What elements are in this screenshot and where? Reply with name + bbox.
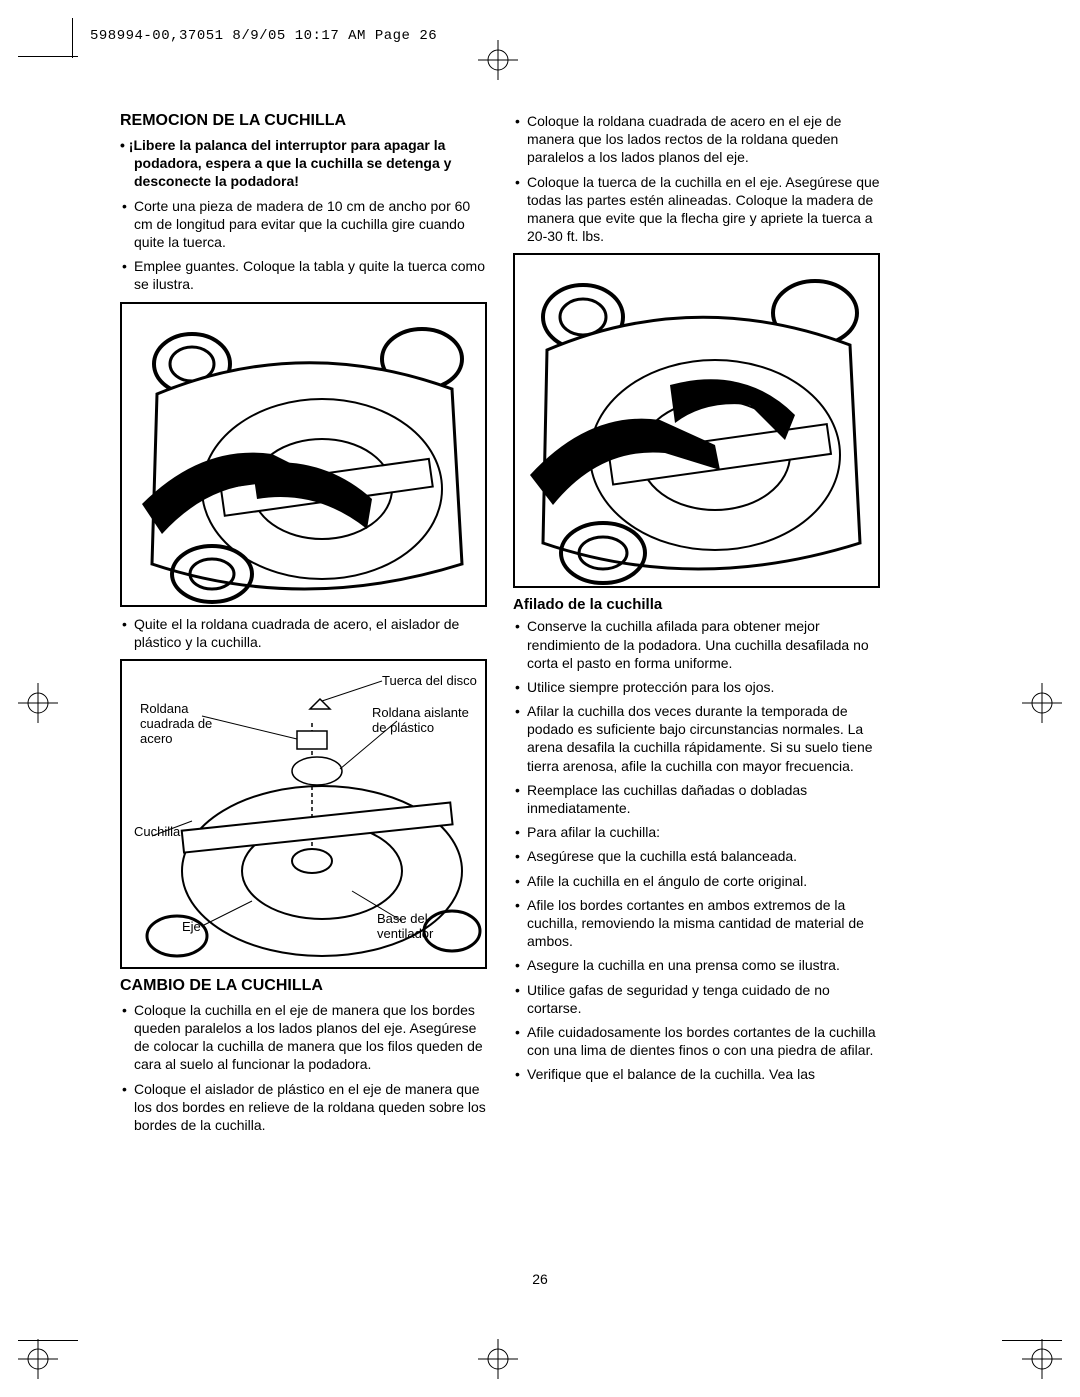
figure-label: Tuerca del disco	[382, 673, 477, 688]
figure-label: de plástico	[372, 720, 434, 735]
list-item: Corte una pieza de madera de 10 cm de an…	[134, 197, 487, 252]
registration-mark	[18, 1339, 58, 1379]
list-item: Emplee guantes. Coloque la tabla y quite…	[134, 257, 487, 293]
figure-label: Roldana	[140, 701, 188, 716]
right-column: Coloque la roldana cuadrada de acero en …	[513, 112, 880, 1140]
figure-blade-tighten	[513, 253, 880, 588]
list-item: Coloque la roldana cuadrada de acero en …	[527, 112, 880, 167]
bullet-list: Corte una pieza de madera de 10 cm de an…	[120, 197, 487, 294]
crop-mark	[18, 56, 78, 57]
crop-mark	[72, 18, 73, 58]
mower-illustration-icon	[122, 304, 485, 605]
list-item: Afilar la cuchilla dos veces durante la …	[527, 702, 880, 775]
bullet-list: Conserve la cuchilla afilada para obtene…	[513, 617, 880, 1083]
left-column: REMOCION DE LA CUCHILLA • ¡Libere la pal…	[120, 112, 487, 1140]
list-item: Quite el la roldana cuadrada de acero, e…	[134, 615, 487, 651]
list-item: Utilice gafas de seguridad y tenga cuida…	[527, 981, 880, 1017]
bullet-list: Coloque la roldana cuadrada de acero en …	[513, 112, 880, 245]
figure-label: Base del	[377, 911, 428, 926]
registration-mark	[1022, 1339, 1062, 1379]
figure-label: Eje	[182, 919, 201, 934]
warning-text: • ¡Libere la palanca del interruptor par…	[120, 136, 487, 191]
mower-tighten-illustration-icon	[515, 255, 878, 586]
page-body: REMOCION DE LA CUCHILLA • ¡Libere la pal…	[120, 112, 880, 1140]
list-item: Reemplace las cuchillas dañadas o doblad…	[527, 781, 880, 817]
list-item: Coloque la tuerca de la cuchilla en el e…	[527, 173, 880, 246]
figure-label: acero	[140, 731, 173, 746]
list-item: Para afilar la cuchilla:	[527, 823, 880, 841]
bullet-list: Coloque la cuchilla en el eje de manera …	[120, 1001, 487, 1134]
list-item: Asegure la cuchilla en una prensa como s…	[527, 956, 880, 974]
list-item: Conserve la cuchilla afilada para obtene…	[527, 617, 880, 672]
bullet-list: Quite el la roldana cuadrada de acero, e…	[120, 615, 487, 651]
list-item: Coloque el aislador de plástico en el ej…	[134, 1080, 487, 1135]
heading-cambio: CAMBIO DE LA CUCHILLA	[120, 977, 487, 995]
registration-mark	[1022, 683, 1062, 723]
figure-blade-parts: Tuerca del disco Roldana cuadrada de ace…	[120, 659, 487, 969]
list-item: Afile cuidadosamente los bordes cortante…	[527, 1023, 880, 1059]
figure-label: Roldana aislante	[372, 705, 469, 720]
figure-label: Cuchilla	[134, 824, 180, 839]
page-number: 26	[532, 1271, 548, 1287]
list-item: Asegúrese que la cuchilla está balancead…	[527, 847, 880, 865]
registration-mark	[478, 1339, 518, 1379]
registration-mark	[478, 40, 518, 80]
heading-remocion: REMOCION DE LA CUCHILLA	[120, 112, 487, 130]
subheading-afilado: Afilado de la cuchilla	[513, 596, 880, 613]
list-item: Coloque la cuchilla en el eje de manera …	[134, 1001, 487, 1074]
figure-blade-removal	[120, 302, 487, 607]
list-item: Utilice siempre protección para los ojos…	[527, 678, 880, 696]
list-item: Afile los bordes cortantes en ambos extr…	[527, 896, 880, 951]
figure-label: cuadrada de	[140, 716, 212, 731]
print-header: 598994-00,37051 8/9/05 10:17 AM Page 26	[90, 28, 437, 44]
registration-mark	[18, 683, 58, 723]
figure-label: ventilador	[377, 926, 433, 941]
list-item: Verifique que el balance de la cuchilla.…	[527, 1065, 880, 1083]
list-item: Afile la cuchilla en el ángulo de corte …	[527, 872, 880, 890]
